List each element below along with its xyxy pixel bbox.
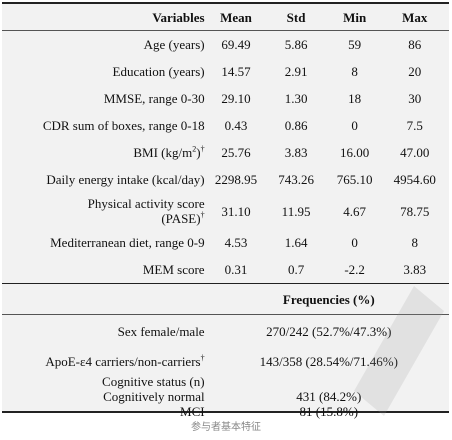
row-label: BMI (kg/m2)†	[2, 139, 209, 166]
row-label: Physical activity score (PASE)†	[2, 193, 209, 229]
cell-max: 20	[408, 64, 422, 79]
cell-mean: 0.31	[224, 262, 248, 277]
pase-label-line2: (PASE)	[161, 211, 201, 226]
row-label: MEM score	[142, 262, 205, 277]
cell-std: 2.91	[284, 64, 308, 79]
bmi-label-sup: 2	[192, 144, 197, 154]
cell-mean: 69.49	[208, 30, 264, 58]
row-label: Mediterranean diet, range 0-9	[50, 235, 205, 250]
participant-characteristics-table: Variables Mean Std Min Max Age (years) 6…	[2, 4, 449, 419]
cognitive-status-title: Cognitive status (n)	[102, 374, 205, 389]
table-row: Age (years) 69.49 5.86 59 86	[2, 30, 449, 58]
figure-caption: 参与者基本特征	[191, 422, 261, 433]
header-mean: Mean	[220, 9, 252, 25]
cell-max: 4954.60	[393, 172, 436, 187]
mci-label: MCI	[180, 404, 205, 419]
cell-mean: 4.53	[224, 235, 248, 250]
cell-max: 3.83	[403, 262, 427, 277]
cell-std: 11.95	[281, 203, 311, 219]
row-label: CDR sum of boxes, range 0-18	[42, 118, 205, 133]
row-label: Age (years)	[2, 30, 209, 58]
cell-std: 5.86	[263, 30, 329, 58]
table-row: Physical activity score (PASE)† 31.10 11.…	[2, 193, 449, 229]
cell-min: 4.67	[343, 203, 366, 219]
cell-std: 743.26	[278, 172, 314, 187]
mci-value: 81 (15.8%)	[299, 404, 359, 419]
cell-frequency: 270/242 (52.7%/47.3%)	[208, 314, 449, 348]
cognitively-normal-value: 431 (84.2%)	[296, 389, 362, 404]
cell-min: 16.00	[340, 145, 370, 160]
cognitively-normal-label: Cognitively normal	[103, 389, 205, 404]
cell-frequency: 143/358 (28.54%/71.46%)	[259, 353, 398, 369]
table-row: Daily energy intake (kcal/day) 2298.95 7…	[2, 166, 449, 193]
cell-min: 18	[348, 91, 362, 106]
cell-std: 3.83	[284, 145, 308, 160]
header-variables: Variables	[152, 9, 205, 25]
cell-mean: 14.57	[221, 64, 251, 79]
row-label: MMSE, range 0-30	[103, 91, 205, 106]
cell-frequency: 431 (84.2%) 81 (15.8%)	[209, 374, 449, 419]
table-row: Education (years) 14.57 2.91 8 20	[2, 58, 449, 85]
bmi-label-suffix: )	[196, 145, 201, 160]
header-min: Min	[343, 9, 367, 25]
table-row: Sex female/male 270/242 (52.7%/47.3%)	[2, 314, 449, 348]
cell-std: 0.86	[284, 118, 308, 133]
cell-min: 0	[351, 235, 358, 250]
cell-std: 1.30	[284, 91, 308, 106]
cell-mean: 0.43	[224, 118, 248, 133]
table-row: MMSE, range 0-30 29.10 1.30 18 30	[2, 85, 449, 112]
cell-mean: 31.10	[221, 203, 251, 219]
table-card: Variables Mean Std Min Max Age (years) 6…	[2, 2, 449, 419]
table-row: ApoE-ε4 carriers/non-carriers† 143/358 (…	[2, 348, 449, 374]
table-row: Cognitive status (n) Cognitively normal …	[2, 374, 449, 419]
cell-min: 8	[351, 64, 358, 79]
cell-std: 0.7	[287, 262, 305, 277]
table-row: MEM score 0.31 0.7 -2.2 3.83	[2, 256, 449, 284]
cell-min: 0	[351, 118, 358, 133]
table-row: CDR sum of boxes, range 0-18 0.43 0.86 0…	[2, 112, 449, 139]
table-row: Mediterranean diet, range 0-9 4.53 1.64 …	[2, 229, 449, 256]
row-label: ApoE-ε4 carriers/non-carriers†	[2, 348, 209, 374]
apoe-label: ApoE-ε4 carriers/non-carriers	[45, 353, 201, 369]
cell-max: 47.00	[400, 145, 430, 160]
cell-max: 30	[408, 91, 422, 106]
cell-max: 7.5	[406, 118, 423, 133]
row-label: Daily energy intake (kcal/day)	[46, 172, 205, 187]
header-max: Max	[402, 9, 428, 25]
dagger-mark: †	[200, 210, 205, 220]
cell-min: 59	[328, 30, 381, 58]
dagger-mark: †	[200, 144, 205, 154]
frequency-header: Frequencies (%)	[208, 283, 449, 315]
cell-max: 8	[411, 235, 418, 250]
watermark-logo-icon	[354, 286, 444, 416]
row-label: Education (years)	[112, 64, 205, 79]
dagger-mark: †	[200, 353, 205, 363]
table-row: BMI (kg/m2)† 25.76 3.83 16.00 47.00	[2, 139, 449, 166]
cell-mean: 25.76	[221, 145, 251, 160]
cell-std: 1.64	[284, 235, 308, 250]
bmi-label-prefix: BMI (kg/m	[133, 145, 193, 160]
cell-max: 78.75	[400, 203, 430, 219]
pase-label-line1: Physical activity score	[87, 196, 205, 211]
cell-min: 765.10	[336, 172, 373, 187]
row-label: Sex female/male	[2, 314, 209, 348]
cell-max: 86	[380, 30, 449, 58]
cell-mean: 2298.95	[214, 172, 258, 187]
header-row: Variables Mean Std Min Max	[2, 4, 449, 31]
frequency-header-row: Frequencies (%)	[2, 283, 449, 315]
header-std: Std	[286, 9, 306, 25]
cell-mean: 29.10	[221, 91, 251, 106]
row-label: Cognitive status (n) Cognitively normal …	[2, 374, 209, 419]
cell-min: -2.2	[344, 262, 365, 277]
